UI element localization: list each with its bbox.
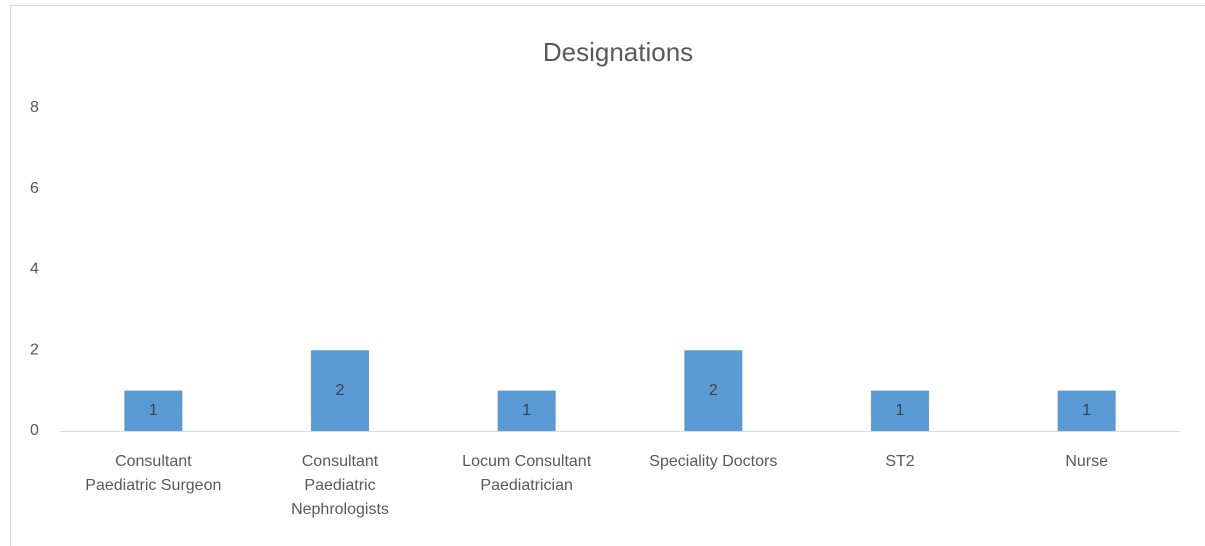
data-label: 1 — [1082, 402, 1091, 419]
y-tick-label: 2 — [30, 341, 39, 358]
y-tick-label: 4 — [30, 261, 39, 278]
bar — [684, 350, 743, 431]
y-tick-label: 6 — [30, 180, 39, 197]
data-label: 1 — [522, 402, 531, 419]
bar — [497, 390, 556, 431]
x-tick-label: ST2 — [885, 453, 914, 470]
data-label: 2 — [709, 382, 718, 399]
y-tick-label: 8 — [30, 99, 39, 116]
x-tick-label: Speciality Doctors — [649, 453, 777, 470]
bar — [124, 390, 183, 431]
bar — [311, 350, 369, 431]
y-tick-label: 0 — [30, 422, 39, 439]
data-label: 1 — [896, 402, 905, 419]
x-tick-label: Nurse — [1065, 453, 1108, 470]
bar — [1057, 390, 1116, 431]
bar — [871, 390, 929, 431]
x-tick-label: Locum Consultant Paediatrician — [462, 453, 592, 494]
data-label: 1 — [149, 402, 158, 419]
x-tick-label: Consultant Paediatric Surgeon — [85, 453, 221, 494]
chart-title: Designations — [543, 37, 693, 67]
data-label: 2 — [336, 382, 345, 399]
x-tick-label: Consultant Paediatric Nephrologists — [291, 453, 389, 518]
chart-border — [10, 5, 1205, 546]
